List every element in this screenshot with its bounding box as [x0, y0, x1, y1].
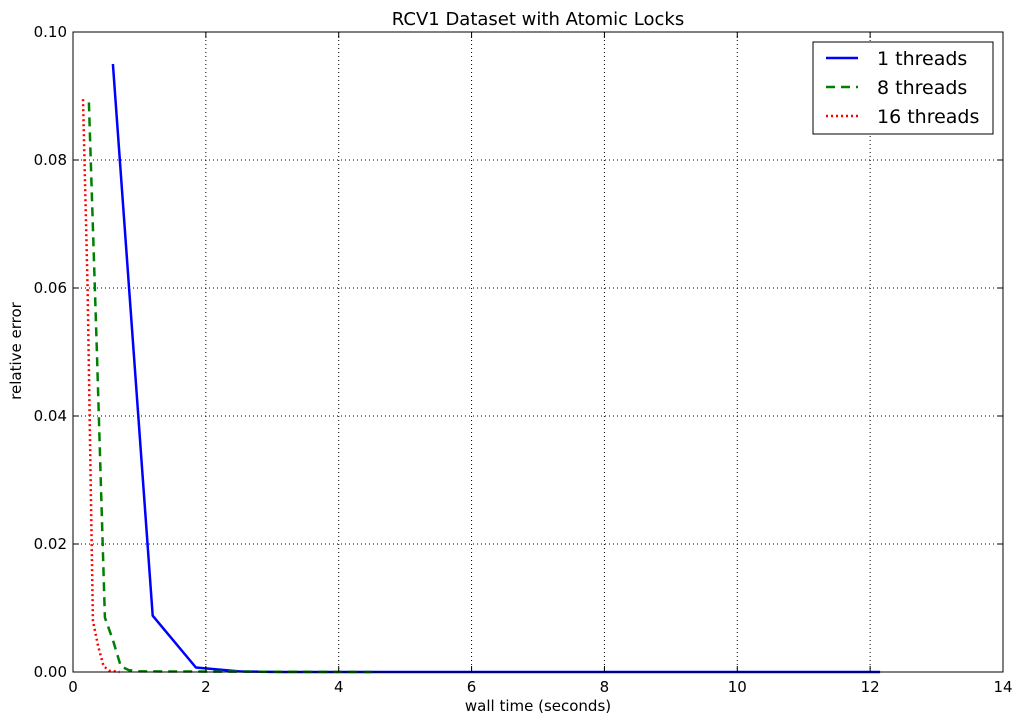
x-tick-label: 14 [993, 678, 1012, 696]
x-tick-label: 6 [467, 678, 477, 696]
x-tick-label: 2 [201, 678, 211, 696]
y-tick-label: 0.06 [34, 279, 67, 297]
y-tick-label: 0.10 [34, 23, 67, 41]
series-line-8-threads [87, 102, 379, 674]
y-tick-label: 0.00 [34, 663, 67, 681]
x-tick-label: 4 [334, 678, 344, 696]
x-tick-label: 8 [600, 678, 610, 696]
x-tick-label: 10 [728, 678, 747, 696]
series-line-1-threads [111, 63, 881, 674]
y-axis-label: relative error [7, 301, 25, 399]
y-tick-label: 0.04 [34, 407, 67, 425]
legend: 1 threads 8 threads 16 threads [812, 41, 994, 135]
series-line-16-threads [81, 99, 120, 674]
y-tick-label: 0.08 [34, 151, 67, 169]
ticks: 0 2 4 6 8 10 12 14 0.00 0.02 0.04 0.06 0.08 0.10 [34, 23, 1013, 696]
chart-title: RCV1 Dataset with Atomic Locks [392, 9, 684, 30]
x-tick-label: 0 [68, 678, 78, 696]
y-tick-label: 0.02 [34, 535, 67, 553]
x-tick-label: 12 [861, 678, 880, 696]
legend-label: 1 threads [877, 48, 967, 70]
plot-frame [72, 31, 1004, 673]
series-lines [81, 63, 881, 674]
x-axis-label: wall time (seconds) [465, 697, 611, 715]
legend-label: 16 threads [877, 106, 979, 128]
legend-label: 8 threads [877, 77, 967, 99]
grid [73, 32, 1003, 672]
